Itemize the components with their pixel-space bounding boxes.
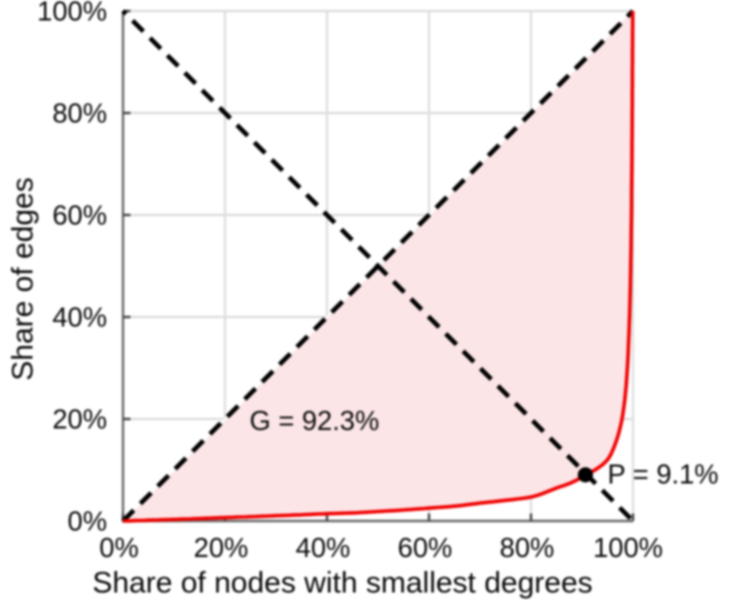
svg-text:100%: 100% <box>593 532 663 563</box>
svg-text:80%: 80% <box>52 98 107 129</box>
svg-text:60%: 60% <box>398 532 453 563</box>
svg-text:40%: 40% <box>296 532 351 563</box>
svg-text:20%: 20% <box>52 404 107 435</box>
svg-text:Share of edges: Share of edges <box>7 177 40 380</box>
svg-text:60%: 60% <box>52 200 107 231</box>
svg-text:0%: 0% <box>99 532 138 563</box>
svg-text:G = 92.3%: G = 92.3% <box>250 405 380 436</box>
svg-text:P = 9.1%: P = 9.1% <box>608 459 719 490</box>
svg-text:0%: 0% <box>68 506 107 537</box>
svg-text:Share of nodes with smallest d: Share of nodes with smallest degrees <box>92 566 592 599</box>
svg-text:100%: 100% <box>37 0 107 27</box>
svg-text:40%: 40% <box>52 302 107 333</box>
svg-text:20%: 20% <box>194 532 249 563</box>
svg-text:80%: 80% <box>500 532 555 563</box>
